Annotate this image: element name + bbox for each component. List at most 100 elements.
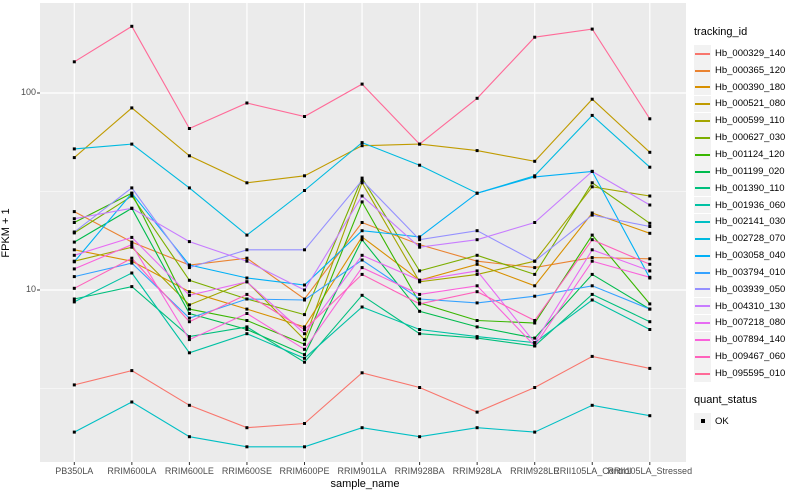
- data-point: [648, 302, 652, 306]
- data-point: [475, 238, 479, 242]
- data-point: [418, 245, 422, 249]
- data-point: [303, 353, 306, 357]
- x-tick-label-RRIM928LE: RRIM928LE: [510, 466, 560, 476]
- data-point: [533, 175, 537, 179]
- line-swatch-icon: [695, 120, 710, 123]
- data-point: [303, 360, 306, 364]
- data-point: [187, 351, 191, 355]
- data-point: [533, 321, 537, 325]
- data-point: [648, 225, 652, 228]
- data-point: [130, 369, 134, 373]
- data-point: [303, 283, 306, 287]
- data-point: [590, 213, 594, 217]
- legend-item-Hb_002728_070: Hb_002728_070: [694, 230, 800, 247]
- data-point: [475, 284, 479, 288]
- data-point: [418, 142, 422, 146]
- data-point: [303, 328, 306, 331]
- data-point: [72, 156, 76, 160]
- series-color-key: [694, 129, 711, 146]
- data-point: [245, 325, 249, 329]
- data-point: [187, 320, 191, 324]
- legend-item-Hb_001124_120: Hb_001124_120: [694, 146, 800, 163]
- data-point: [72, 253, 76, 257]
- data-point: [590, 256, 594, 260]
- data-point: [590, 292, 594, 296]
- y-tick-label-10: 10: [25, 284, 36, 294]
- data-point: [360, 176, 364, 180]
- series-color-key: [694, 314, 711, 332]
- data-point: [590, 185, 594, 189]
- data-point: [475, 191, 479, 195]
- data-point: [187, 316, 191, 320]
- data-point: [648, 366, 652, 370]
- legend-item-label: Hb_001936_060: [715, 199, 786, 211]
- data-point: [303, 115, 306, 118]
- data-point: [245, 233, 249, 237]
- legend-item-label: Hb_009467_060: [715, 351, 786, 363]
- data-point: [187, 293, 191, 297]
- line-swatch-icon: [695, 221, 710, 224]
- data-point: [187, 312, 191, 315]
- legend-item-label: Hb_003058_040: [715, 250, 786, 262]
- data-point: [475, 319, 479, 322]
- legend-item-Hb_003939_050: Hb_003939_050: [694, 280, 800, 298]
- data-point: [533, 272, 537, 276]
- data-point: [245, 276, 249, 280]
- square-point-icon: [700, 419, 705, 424]
- data-point: [590, 233, 594, 237]
- data-point: [475, 335, 479, 339]
- data-point: [72, 267, 76, 271]
- line-swatch-icon: [695, 103, 710, 106]
- legend-item-label: Hb_000599_110: [715, 115, 785, 127]
- data-point: [130, 261, 134, 265]
- data-point: [303, 189, 306, 192]
- data-point: [303, 422, 306, 425]
- legend-item-label: Hb_000521_080: [715, 98, 786, 110]
- legend-item-Hb_095595_010: Hb_095595_010: [694, 365, 800, 382]
- data-point: [418, 328, 422, 331]
- quant-status-legend: quant_status OK: [694, 394, 800, 430]
- data-point: [648, 328, 652, 331]
- data-point: [72, 147, 76, 151]
- data-point: [187, 240, 191, 244]
- data-point: [360, 229, 364, 233]
- data-point: [187, 338, 191, 342]
- data-point: [360, 253, 364, 257]
- data-point: [130, 194, 134, 198]
- data-point: [648, 307, 652, 311]
- data-point: [418, 235, 422, 239]
- data-point: [533, 266, 537, 270]
- data-point: [72, 240, 76, 244]
- legend-item-Hb_002141_030: Hb_002141_030: [694, 213, 800, 231]
- legend-item-label: OK: [715, 415, 729, 427]
- data-point: [648, 262, 652, 266]
- series-color-key: [694, 348, 711, 365]
- data-point: [130, 24, 134, 28]
- series-color-key: [694, 78, 711, 96]
- data-point: [72, 210, 76, 214]
- data-point: [648, 221, 652, 225]
- data-point: [130, 285, 134, 289]
- data-point: [590, 284, 594, 288]
- data-point: [130, 106, 134, 110]
- legend-item-Hb_007218_080: Hb_007218_080: [694, 314, 800, 332]
- data-point: [360, 235, 364, 239]
- data-point: [418, 435, 422, 439]
- data-point: [533, 386, 537, 389]
- series-color-key: [694, 163, 711, 180]
- data-point: [72, 217, 76, 221]
- legend-item-label: Hb_001390_110: [715, 182, 785, 194]
- data-point: [590, 248, 594, 252]
- data-point: [187, 186, 191, 190]
- data-point: [187, 266, 191, 270]
- data-point: [72, 60, 76, 64]
- legend-item-label: Hb_001199_020: [715, 165, 785, 177]
- data-point: [303, 298, 306, 302]
- series-color-key: [694, 95, 711, 113]
- data-point: [245, 248, 249, 252]
- data-point: [648, 269, 652, 273]
- data-point: [72, 430, 76, 434]
- data-point: [245, 307, 249, 311]
- data-point: [130, 142, 134, 146]
- data-point: [590, 169, 594, 173]
